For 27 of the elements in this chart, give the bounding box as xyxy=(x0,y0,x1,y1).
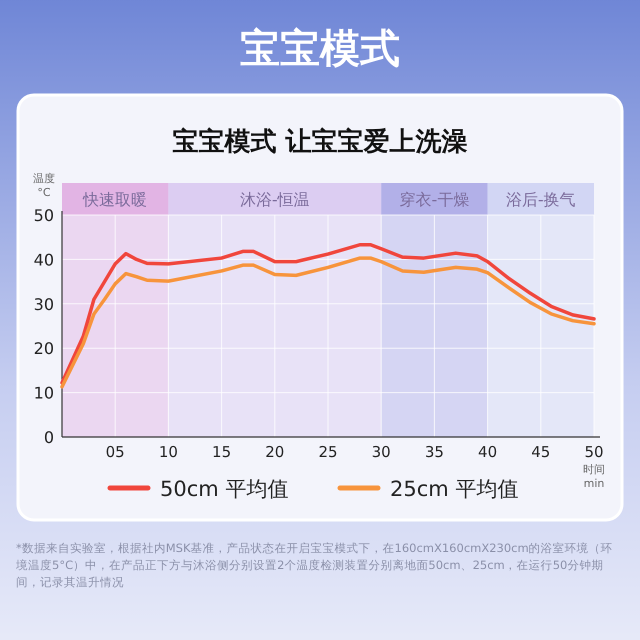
x-tick-label: 35 xyxy=(424,443,444,461)
y-tick-label: 10 xyxy=(34,384,54,403)
x-tick-label: 25 xyxy=(318,443,338,461)
band-label: 穿衣-干燥 xyxy=(400,190,470,209)
x-tick-label: 40 xyxy=(478,443,498,461)
y-tick-label: 50 xyxy=(34,206,54,225)
y-tick-label: 0 xyxy=(44,428,54,447)
x-tick-label: 30 xyxy=(372,443,391,461)
x-axis-title: 时间 min xyxy=(583,463,605,490)
title: 宝宝模式 xyxy=(240,26,400,72)
x-tick-label: 10 xyxy=(158,443,178,461)
y-tick-label: 20 xyxy=(34,339,54,358)
subtitle: 宝宝模式 让宝宝爱上洗澡 xyxy=(172,127,468,157)
legend-label: 25cm 平均值 xyxy=(390,477,518,501)
x-tick-label: 45 xyxy=(531,443,550,461)
y-tick-label: 30 xyxy=(34,294,54,314)
band-label: 浴后-换气 xyxy=(506,190,576,209)
x-tick-label: 50 xyxy=(584,443,604,461)
x-tick-label: 20 xyxy=(265,443,284,461)
legend-label: 50cm 平均值 xyxy=(160,477,288,501)
y-tick-label: 40 xyxy=(34,250,54,270)
band-label: 快速取暖 xyxy=(82,190,148,209)
text: *数据来自实验室，根据社内MSK基准，产品状态在开启宝宝模式下，在160cmX160cmX230cm的浴室环境（环境温度5°C）中，在产品正下方与沐浴侧分别设置2个温度检测装置分别离地面50cm、25cm，在运行50分钟期间，记录其温升情况 xyxy=(16,540,614,591)
x-tick-label: 05 xyxy=(106,443,125,461)
x-tick-label: 15 xyxy=(212,443,232,461)
band-label: 沐浴-恒温 xyxy=(240,190,310,209)
y-axis-title: 温度 °C xyxy=(33,172,55,199)
